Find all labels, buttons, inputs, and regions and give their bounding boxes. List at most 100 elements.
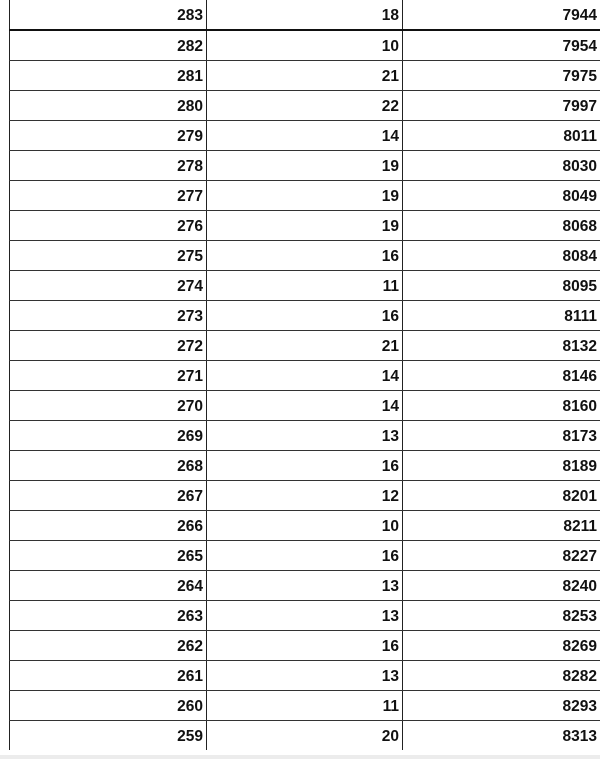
table-cell: 18 (206, 0, 403, 31)
table-cell: 13 (206, 570, 403, 601)
table-row: 271 14 8146 (9, 360, 600, 391)
table-row: 278 19 8030 (9, 150, 600, 181)
table-cell: 270 (9, 390, 207, 421)
table-cell: 283 (9, 0, 207, 31)
data-table: 283 18 7944 282 10 7954 281 21 7975 280 22 7997 279 1… (9, 0, 600, 750)
table-cell: 10 (206, 30, 403, 61)
table-cell: 259 (9, 720, 207, 750)
table-cell: 16 (206, 540, 403, 571)
table-row: 283 18 7944 (9, 0, 600, 31)
table-row: 260 11 8293 (9, 690, 600, 721)
table-cell: 8201 (402, 480, 600, 511)
table-row: 263 13 8253 (9, 600, 600, 631)
table-row: 276 19 8068 (9, 210, 600, 241)
table-cell: 8282 (402, 660, 600, 691)
table-cell: 280 (9, 90, 207, 121)
table-cell: 275 (9, 240, 207, 271)
table-cell: 21 (206, 330, 403, 361)
table-cell: 8240 (402, 570, 600, 601)
table-cell: 13 (206, 660, 403, 691)
table-cell: 7997 (402, 90, 600, 121)
table-cell: 13 (206, 600, 403, 631)
table-cell: 271 (9, 360, 207, 391)
table-cell: 12 (206, 480, 403, 511)
table-cell: 279 (9, 120, 207, 151)
table-cell: 272 (9, 330, 207, 361)
table-cell: 269 (9, 420, 207, 451)
table-cell: 264 (9, 570, 207, 601)
table-row: 275 16 8084 (9, 240, 600, 271)
table-cell: 21 (206, 60, 403, 91)
table-cell: 8173 (402, 420, 600, 451)
table-cell: 7944 (402, 0, 600, 31)
table-cell: 16 (206, 630, 403, 661)
table-row: 267 12 8201 (9, 480, 600, 511)
table-cell: 8227 (402, 540, 600, 571)
table-cell: 273 (9, 300, 207, 331)
table-row: 264 13 8240 (9, 570, 600, 601)
table-cell: 14 (206, 120, 403, 151)
table-row: 277 19 8049 (9, 180, 600, 211)
table-row: 265 16 8227 (9, 540, 600, 571)
table-cell: 8293 (402, 690, 600, 721)
table-cell: 8211 (402, 510, 600, 541)
table-cell: 260 (9, 690, 207, 721)
table-cell: 8132 (402, 330, 600, 361)
table-cell: 10 (206, 510, 403, 541)
table-row: 270 14 8160 (9, 390, 600, 421)
table-cell: 8160 (402, 390, 600, 421)
table-row: 273 16 8111 (9, 300, 600, 331)
table-cell: 8253 (402, 600, 600, 631)
table-row: 280 22 7997 (9, 90, 600, 121)
table-cell: 276 (9, 210, 207, 241)
table-cell: 8189 (402, 450, 600, 481)
table-row: 281 21 7975 (9, 60, 600, 91)
table-cell: 11 (206, 270, 403, 301)
table-cell: 8111 (402, 300, 600, 331)
table-cell: 8049 (402, 180, 600, 211)
table-cell: 14 (206, 360, 403, 391)
table-row: 272 21 8132 (9, 330, 600, 361)
table-cell: 16 (206, 300, 403, 331)
table-cell: 281 (9, 60, 207, 91)
table-cell: 13 (206, 420, 403, 451)
table-cell: 274 (9, 270, 207, 301)
table-cell: 20 (206, 720, 403, 750)
table-cell: 8068 (402, 210, 600, 241)
table-cell: 267 (9, 480, 207, 511)
table-cell: 19 (206, 210, 403, 241)
table-cell: 8030 (402, 150, 600, 181)
table-row: 274 11 8095 (9, 270, 600, 301)
table-cell: 16 (206, 240, 403, 271)
table-cell: 268 (9, 450, 207, 481)
table-cell: 8269 (402, 630, 600, 661)
table-cell: 262 (9, 630, 207, 661)
table-cell: 19 (206, 180, 403, 211)
table-cell: 14 (206, 390, 403, 421)
table-cell: 19 (206, 150, 403, 181)
table-cell: 22 (206, 90, 403, 121)
table-row: 261 13 8282 (9, 660, 600, 691)
table-cell: 8095 (402, 270, 600, 301)
table-cell: 261 (9, 660, 207, 691)
table-cell: 278 (9, 150, 207, 181)
table-cell: 265 (9, 540, 207, 571)
table-row: 269 13 8173 (9, 420, 600, 451)
table-cell: 8084 (402, 240, 600, 271)
table-row: 259 20 8313 (9, 720, 600, 750)
table-cell: 11 (206, 690, 403, 721)
table-cell: 7954 (402, 30, 600, 61)
table-row: 266 10 8211 (9, 510, 600, 541)
table-cell: 16 (206, 450, 403, 481)
table-cell: 266 (9, 510, 207, 541)
table-row: 282 10 7954 (9, 30, 600, 61)
table-cell: 8011 (402, 120, 600, 151)
table-cell: 263 (9, 600, 207, 631)
bottom-strip (0, 755, 600, 759)
table-cell: 8146 (402, 360, 600, 391)
table-row: 268 16 8189 (9, 450, 600, 481)
table-cell: 277 (9, 180, 207, 211)
table-cell: 282 (9, 30, 207, 61)
table-row: 279 14 8011 (9, 120, 600, 151)
table-row: 262 16 8269 (9, 630, 600, 661)
